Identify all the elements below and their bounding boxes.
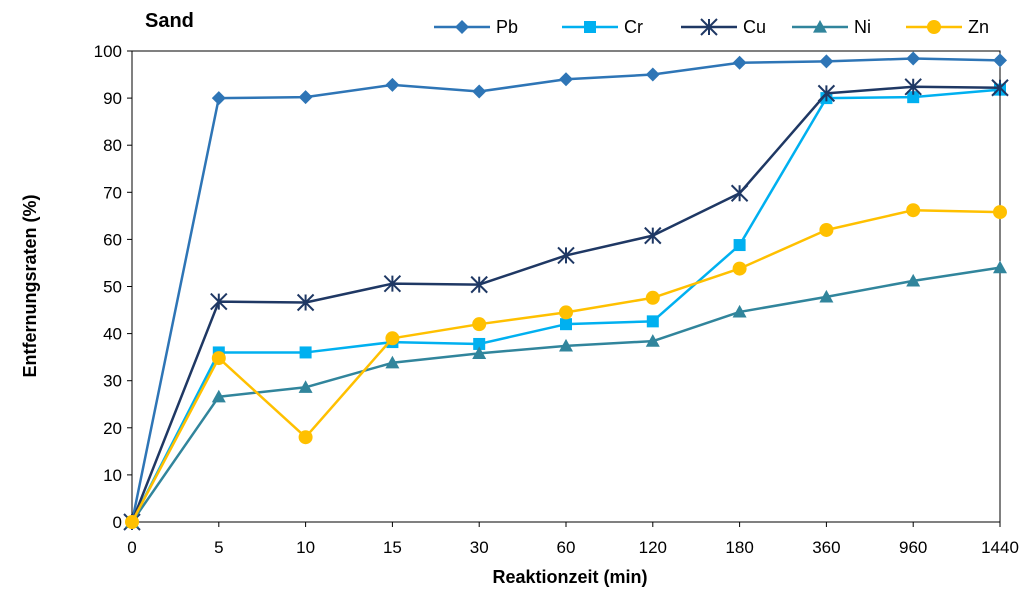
data-point (645, 334, 660, 347)
x-tick-label: 360 (812, 538, 840, 557)
data-point (299, 346, 312, 359)
data-point (559, 72, 573, 87)
data-point (298, 430, 313, 445)
data-point (296, 293, 315, 312)
legend-marker (813, 20, 827, 33)
x-tick-label: 180 (725, 538, 753, 557)
x-axis-title: Reaktionzeit (min) (492, 567, 647, 587)
legend-marker (584, 21, 596, 33)
legend-marker (927, 20, 941, 34)
data-point (645, 290, 660, 305)
x-tick-label: 5 (214, 538, 223, 557)
data-point (211, 351, 226, 366)
data-point (732, 304, 747, 318)
data-point (472, 317, 487, 332)
data-point (385, 331, 400, 346)
x-tick-label: 30 (470, 538, 489, 557)
data-point (906, 203, 921, 218)
x-tick-label: 960 (899, 538, 927, 557)
data-point (210, 292, 228, 311)
data-point (473, 337, 486, 350)
y-axis-title: Entfernungsraten (%) (20, 194, 40, 377)
data-point (646, 315, 659, 328)
data-point (211, 389, 226, 403)
data-point (904, 78, 922, 96)
y-tick-label: 80 (103, 136, 122, 155)
y-tick-label: 100 (94, 42, 122, 61)
series-line-cu (130, 85, 1001, 523)
legend-item-cu: Cu (681, 17, 766, 37)
data-point (730, 184, 749, 202)
y-tick-label: 60 (103, 230, 122, 249)
series-zn (125, 203, 1007, 529)
y-tick-label: 40 (103, 325, 122, 344)
legend: Pb Cr Cu Ni Zn (434, 17, 989, 37)
x-tick-label: 60 (557, 538, 576, 557)
data-point (733, 239, 746, 252)
legend-item-zn: Zn (906, 17, 989, 37)
y-tick-label: 30 (103, 372, 122, 391)
axes: 0 10 20 30 40 50 60 70 80 90 100 0 5 10 15 30 60 120 180 36… (94, 42, 1019, 557)
data-point (819, 222, 834, 237)
series-cu (123, 78, 1009, 531)
x-tick-label: 15 (383, 538, 402, 557)
data-point (644, 226, 662, 245)
data-point (472, 84, 487, 99)
data-point (993, 53, 1007, 68)
data-point (907, 91, 920, 104)
legend-label: Cr (624, 17, 643, 37)
legend-item-ni: Ni (792, 17, 871, 37)
x-tick-label: 10 (296, 538, 315, 557)
series-line-pb (130, 57, 1001, 523)
data-point (298, 90, 313, 105)
series-layer (123, 51, 1009, 531)
data-point (991, 79, 1009, 97)
data-point (906, 51, 921, 66)
y-tick-label: 50 (103, 278, 122, 297)
data-point (559, 305, 573, 320)
data-point (470, 275, 488, 294)
data-point (993, 205, 1007, 220)
legend-label: Zn (968, 17, 989, 37)
x-tick-label: 120 (639, 538, 667, 557)
data-point (385, 355, 400, 369)
data-point (383, 274, 402, 293)
chart-title: Sand (145, 10, 194, 32)
data-point (385, 77, 400, 92)
legend-label: Ni (854, 17, 871, 37)
y-tick-label: 10 (103, 466, 122, 485)
legend-item-pb: Pb (434, 17, 518, 37)
legend-marker (455, 20, 469, 34)
y-tick-label: 90 (103, 89, 122, 108)
data-point (211, 91, 226, 106)
data-point (645, 67, 660, 82)
data-point (298, 380, 313, 393)
x-tick-label: 1440 (981, 538, 1019, 557)
data-point (906, 273, 921, 287)
y-tick-label: 70 (103, 183, 122, 202)
data-point (732, 261, 747, 276)
data-point (819, 289, 834, 303)
data-point (557, 246, 575, 265)
data-point (472, 346, 487, 359)
legend-label: Pb (496, 17, 518, 37)
data-point (993, 260, 1007, 274)
data-point (817, 84, 836, 103)
data-point (560, 318, 572, 331)
data-point (559, 338, 573, 352)
y-tick-label: 0 (113, 513, 122, 532)
plot-area-border (131, 50, 1001, 523)
legend-item-cr: Cr (562, 17, 643, 37)
legend-marker (700, 18, 718, 36)
series-pb (125, 51, 1007, 529)
y-tick-label: 20 (103, 419, 122, 438)
data-point (732, 55, 747, 70)
x-tick-label: 0 (127, 538, 136, 557)
legend-label: Cu (743, 17, 766, 37)
data-point (125, 515, 139, 529)
data-point (819, 54, 834, 69)
